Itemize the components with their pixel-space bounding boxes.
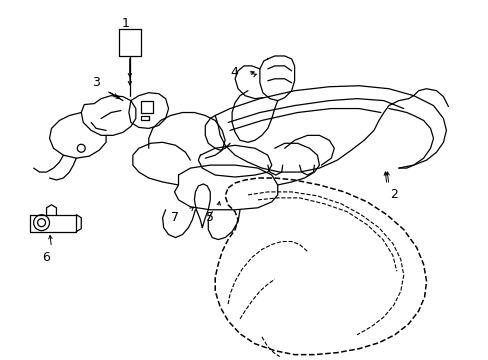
Text: 7: 7 [170, 211, 178, 224]
Text: 5: 5 [206, 211, 214, 224]
Text: 6: 6 [42, 251, 50, 264]
Text: 3: 3 [92, 76, 100, 89]
Text: 4: 4 [230, 66, 238, 79]
Text: 1: 1 [122, 17, 130, 30]
Text: 2: 2 [389, 188, 397, 201]
